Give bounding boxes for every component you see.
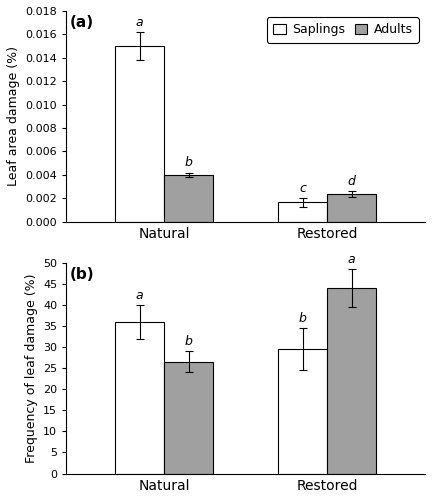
Bar: [327, 288, 376, 474]
Bar: [115, 46, 164, 222]
Text: d: d: [348, 175, 356, 188]
Text: b: b: [184, 335, 193, 348]
Bar: [164, 362, 213, 474]
Bar: [278, 202, 327, 222]
Text: (a): (a): [70, 15, 94, 30]
Bar: [115, 322, 164, 474]
Y-axis label: Frequency of leaf damage (%): Frequency of leaf damage (%): [25, 274, 38, 463]
Text: a: a: [348, 253, 356, 266]
Bar: [164, 175, 213, 222]
Legend: Saplings, Adults: Saplings, Adults: [267, 17, 419, 42]
Y-axis label: Leaf area damage (%): Leaf area damage (%): [7, 46, 20, 186]
Bar: [278, 349, 327, 474]
Text: a: a: [136, 16, 143, 29]
Text: b: b: [299, 312, 307, 325]
Text: c: c: [299, 182, 306, 194]
Text: (b): (b): [70, 267, 95, 282]
Bar: [327, 194, 376, 222]
Text: a: a: [136, 288, 143, 302]
Text: b: b: [184, 156, 193, 170]
